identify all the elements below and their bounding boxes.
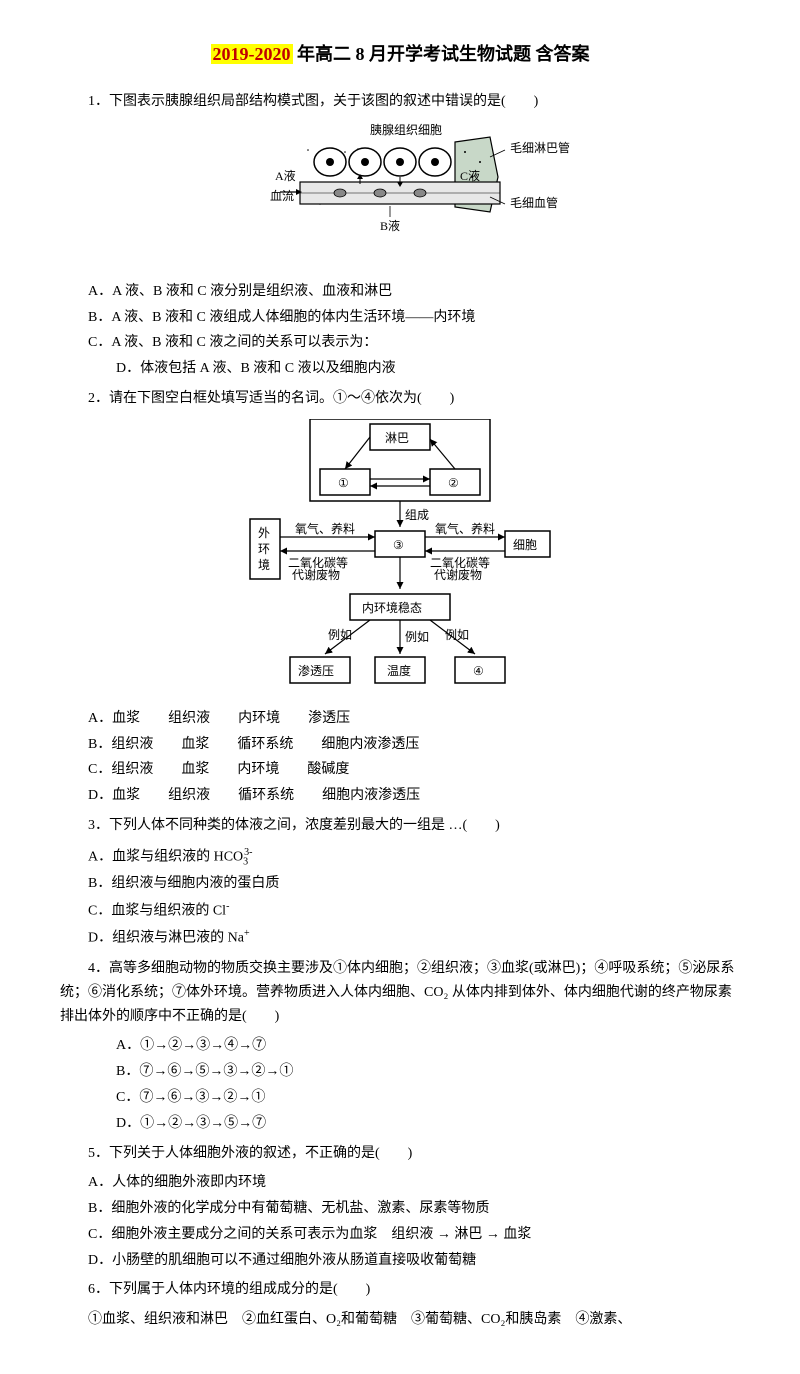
svg-text:B液: B液 <box>380 218 400 233</box>
svg-text:温度: 温度 <box>387 663 411 678</box>
title-highlight: 2019-2020 <box>211 44 293 64</box>
q6-stem: 6．下列属于人体内环境的组成成分的是( ) <box>60 1278 740 1302</box>
q3-optD: D．组织液与淋巴液的 Na+ <box>88 925 740 950</box>
q2-figure: 淋巴 ① ② 组成 外环境 ③ 细胞 氧气、养料 二氧化碳等 代谢废物 氧气、养… <box>240 419 560 699</box>
svg-text:胰腺组织细胞: 胰腺组织细胞 <box>370 123 442 137</box>
svg-text:氧气、养料: 氧气、养料 <box>435 521 495 536</box>
q3-stem: 3．下列人体不同种类的体液之间，浓度差别最大的一组是 …( ) <box>60 814 740 838</box>
svg-text:血流: 血流 <box>270 189 294 203</box>
q3-optB: B．组织液与细胞内液的蛋白质 <box>88 872 740 896</box>
svg-text:淋巴: 淋巴 <box>385 431 409 445</box>
svg-text:环: 环 <box>258 542 270 556</box>
q4-stem: 4．高等多细胞动物的物质交换主要涉及①体内细胞；②组织液；③血浆(或淋巴)；④呼… <box>60 957 740 1028</box>
q5-optA: A．人体的细胞外液即内环境 <box>88 1171 740 1195</box>
svg-text:组成: 组成 <box>405 508 429 522</box>
q4-optC: C．⑦→⑥→③→②→① <box>116 1086 740 1110</box>
q1-optC: C．A 液、B 液和 C 液之间的关系可以表示为： <box>88 331 740 355</box>
svg-text:境: 境 <box>258 557 270 572</box>
q2-optA: A．血浆 组织液 内环境 渗透压 <box>88 707 740 731</box>
svg-text:毛细血管: 毛细血管 <box>510 195 558 210</box>
q5-stem: 5．下列关于人体细胞外液的叙述，不正确的是( ) <box>60 1142 740 1166</box>
svg-text:内环境稳态: 内环境稳态 <box>362 600 422 615</box>
svg-text:渗透压: 渗透压 <box>298 663 334 678</box>
q5-optD: D．小肠壁的肌细胞可以不通过细胞外液从肠道直接吸收葡萄糖 <box>88 1249 740 1273</box>
title-rest: 年高二 8 月开学考试生物试题 含答案 <box>293 44 590 64</box>
q2-optD: D．血浆 组织液 循环系统 细胞内液渗透压 <box>88 784 740 808</box>
svg-text:外: 外 <box>258 526 270 540</box>
page-title: 2019-2020 年高二 8 月开学考试生物试题 含答案 <box>60 40 740 66</box>
svg-text:④: ④ <box>473 664 484 678</box>
q1-optA: A．A 液、B 液和 C 液分别是组织液、血液和淋巴 <box>88 280 740 304</box>
svg-text:①: ① <box>338 476 349 490</box>
svg-text:例如: 例如 <box>328 627 352 642</box>
q2-optC: C．组织液 血浆 内环境 酸碱度 <box>88 758 740 782</box>
svg-text:代谢废物: 代谢废物 <box>434 567 482 582</box>
q1-stem: 1．下图表示胰腺组织局部结构模式图，关于该图的叙述中错误的是( ) <box>60 90 740 114</box>
q5-optB: B．细胞外液的化学成分中有葡萄糖、无机盐、激素、尿素等物质 <box>88 1197 740 1221</box>
svg-text:例如: 例如 <box>445 627 469 642</box>
q2-stem: 2．请在下图空白框处填写适当的名词。①～④依次为( ) <box>60 387 740 411</box>
q5-optC: C．细胞外液主要成分之间的关系可表示为血浆 组织液 → 淋巴 → 血浆 <box>88 1223 740 1247</box>
q6-line2: ①血浆、组织液和淋巴 ②血红蛋白、O₂和葡萄糖 ③葡萄糖、CO₂和胰岛素 ④激素… <box>88 1308 740 1332</box>
svg-text:氧气、养料: 氧气、养料 <box>295 521 355 536</box>
svg-text:C液: C液 <box>460 168 480 183</box>
svg-text:例如: 例如 <box>405 629 429 644</box>
q3-optA: A．血浆与组织液的 HCO33- <box>88 844 740 870</box>
q1-optB: B．A 液、B 液和 C 液组成人体细胞的体内生活环境——内环境 <box>88 306 740 330</box>
q2-optB: B．组织液 血浆 循环系统 细胞内液渗透压 <box>88 733 740 757</box>
svg-text:毛细淋巴管: 毛细淋巴管 <box>510 140 570 155</box>
svg-text:②: ② <box>448 476 459 490</box>
q3-optC: C．血浆与组织液的 Cl- <box>88 898 740 923</box>
q1-optD: D．体液包括 A 液、B 液和 C 液以及细胞内液 <box>116 357 740 381</box>
svg-text:细胞: 细胞 <box>513 538 537 552</box>
svg-text:代谢废物: 代谢废物 <box>292 567 340 582</box>
q4-optA: A．①→②→③→④→⑦ <box>116 1034 740 1058</box>
svg-text:A液: A液 <box>275 168 296 183</box>
svg-text:③: ③ <box>393 538 404 552</box>
q4-optB: B．⑦→⑥→⑤→③→②→① <box>116 1060 740 1084</box>
q1-figure: 胰腺组织细胞 <box>230 122 570 272</box>
